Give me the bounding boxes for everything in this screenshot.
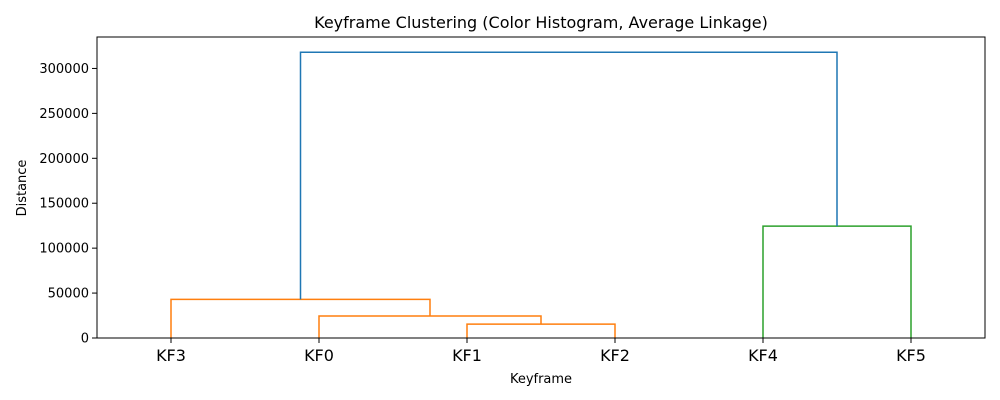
chart-title: Keyframe Clustering (Color Histogram, Av… xyxy=(314,13,768,32)
leaf-label-kf3: KF3 xyxy=(156,346,186,365)
leaf-label-kf0: KF0 xyxy=(304,346,334,365)
y-tick-label: 150000 xyxy=(39,197,89,212)
y-tick-label: 0 xyxy=(81,332,89,347)
y-axis: 0 50000 100000 150000 200000 250000 300000 xyxy=(39,62,97,347)
dendrogram-link-merge-kf3-cluster xyxy=(170,298,431,338)
y-tick-label: 300000 xyxy=(39,62,89,77)
plot-frame xyxy=(96,36,986,339)
leaf-label-kf1: KF1 xyxy=(452,346,482,365)
dendrogram-links xyxy=(170,51,912,338)
dendrogram-link-merge-kf4-kf5 xyxy=(762,225,912,338)
x-axis-title: Keyframe xyxy=(510,372,572,387)
x-axis: KF3 KF0 KF1 KF2 KF4 KF5 xyxy=(156,338,926,365)
dendrogram-link-merge-root xyxy=(299,51,838,300)
y-tick-label: 100000 xyxy=(39,242,89,257)
y-tick-label: 200000 xyxy=(39,152,89,167)
y-tick-label: 50000 xyxy=(48,287,89,302)
leaf-label-kf5: KF5 xyxy=(896,346,926,365)
leaf-label-kf2: KF2 xyxy=(600,346,630,365)
leaf-label-kf4: KF4 xyxy=(748,346,778,365)
dendrogram-link-merge-kf0-cluster xyxy=(318,315,542,338)
dendrogram-link-merge-kf1-kf2 xyxy=(466,323,616,338)
y-axis-title: Distance xyxy=(15,160,30,217)
y-tick-label: 250000 xyxy=(39,107,89,122)
